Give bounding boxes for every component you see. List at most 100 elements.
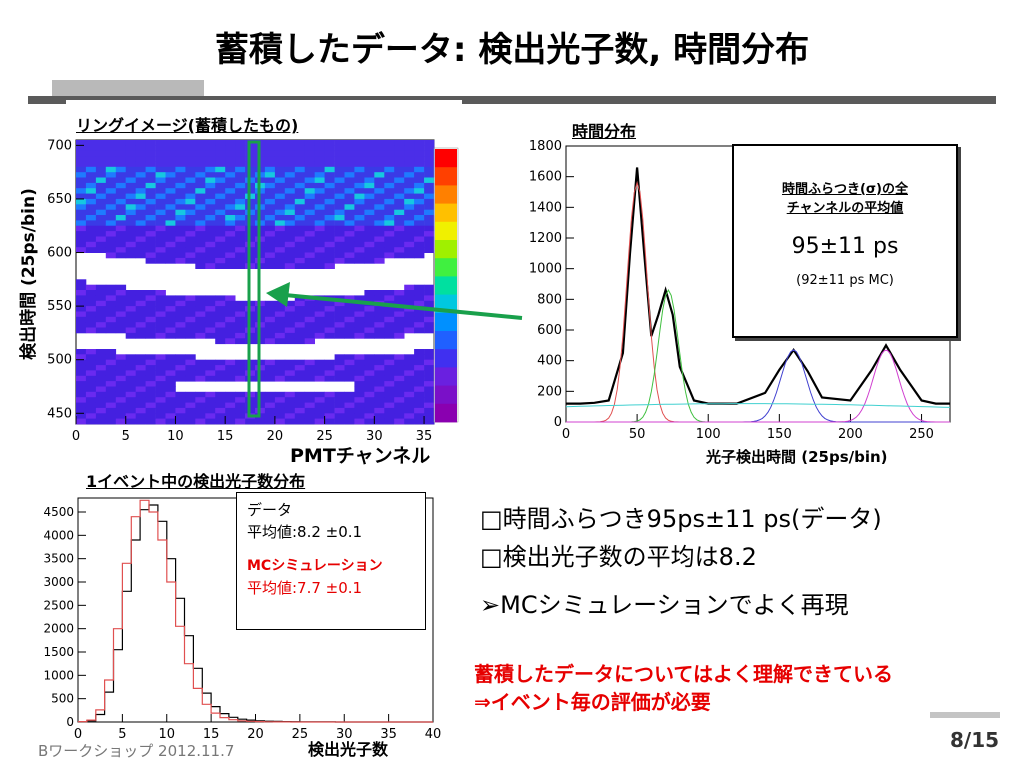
heatmap-cell bbox=[205, 300, 216, 307]
heatmap-cell bbox=[155, 166, 166, 173]
heatmap-cell bbox=[414, 311, 425, 318]
heatmap-cell bbox=[115, 209, 127, 216]
heatmap-cell bbox=[135, 177, 146, 184]
heatmap-cell bbox=[125, 375, 136, 382]
heatmap-cell bbox=[215, 209, 226, 216]
heatmap-cell bbox=[274, 225, 286, 232]
heatmap-cell bbox=[384, 198, 395, 205]
heatmap-cell bbox=[354, 386, 365, 393]
heatmap-cell bbox=[294, 418, 306, 425]
heatmap-cell bbox=[374, 182, 385, 189]
heatmap-cell bbox=[384, 311, 395, 318]
heatmap-cell bbox=[105, 365, 117, 371]
heatmap-cell bbox=[165, 172, 176, 178]
heatmap-cell bbox=[374, 215, 385, 221]
heatmap-cell bbox=[414, 156, 425, 162]
heatmap-cell bbox=[294, 407, 306, 414]
heatmap-cell bbox=[274, 359, 286, 366]
heatmap-cell bbox=[344, 145, 355, 152]
heatmap-cell bbox=[344, 327, 355, 334]
heatmap-cell bbox=[344, 225, 355, 232]
heatmap-cell bbox=[135, 252, 146, 259]
heatmap-cell bbox=[294, 241, 306, 248]
npe-mc-histogram bbox=[78, 499, 433, 723]
heatmap-cell bbox=[304, 182, 315, 189]
heatmap-cell bbox=[374, 140, 385, 146]
npe-ytick-label: 1000 bbox=[43, 668, 74, 682]
page-bar bbox=[930, 712, 1000, 718]
heatmap-cell bbox=[374, 150, 385, 157]
heatmap-cell bbox=[155, 225, 166, 232]
heatmap-cell bbox=[284, 209, 296, 216]
heatmap-cell bbox=[274, 236, 286, 243]
heatmap-cell bbox=[145, 397, 156, 403]
heatmap-cell bbox=[364, 375, 375, 382]
heatmap-cell bbox=[215, 375, 226, 382]
heatmap-cell bbox=[404, 225, 415, 232]
heatmap-cell bbox=[364, 204, 375, 211]
heatmap-cell bbox=[155, 300, 166, 307]
heatmap-cell bbox=[274, 204, 286, 211]
heatmap-cell bbox=[284, 193, 296, 200]
heatmap-cell bbox=[294, 397, 306, 403]
heatmap-cell bbox=[115, 316, 127, 323]
heatmap-cell bbox=[175, 391, 186, 398]
heatmap-cell bbox=[374, 365, 385, 371]
heatmap-cell bbox=[125, 391, 136, 398]
heatmap-cell bbox=[264, 332, 276, 339]
heatmap-cell bbox=[155, 150, 166, 157]
heatmap-cell bbox=[155, 198, 166, 205]
heatmap-cell bbox=[235, 231, 246, 237]
heatmap-cell bbox=[364, 407, 375, 414]
heatmap-cell bbox=[294, 359, 306, 366]
heatmap-cell bbox=[394, 150, 405, 157]
heatmap-cell bbox=[195, 209, 206, 216]
heatmap-cell bbox=[175, 247, 186, 253]
heatmap-cell bbox=[125, 188, 136, 194]
heatmap-cell bbox=[414, 349, 425, 355]
heatmap-cell bbox=[334, 327, 345, 334]
heatmap-cell bbox=[274, 418, 286, 425]
stat-box-value: 95±11 ps bbox=[791, 234, 899, 259]
heatmap-cell bbox=[354, 225, 365, 232]
heatmap-cell bbox=[414, 236, 425, 243]
heatmap-cell bbox=[95, 290, 107, 296]
time-ytick-label: 1200 bbox=[529, 231, 562, 246]
heatmap-cell bbox=[334, 188, 345, 194]
heatmap-cell bbox=[105, 231, 117, 237]
heatmap-cell bbox=[384, 295, 395, 302]
heatmap-cell bbox=[175, 295, 186, 302]
heatmap-cell bbox=[284, 327, 296, 334]
heatmap-cell bbox=[155, 161, 166, 168]
heatmap-cell bbox=[304, 220, 315, 227]
heatmap-cell bbox=[145, 381, 156, 387]
heatmap-cell bbox=[294, 182, 306, 189]
heatmap-cell bbox=[165, 204, 176, 211]
heatmap-cell bbox=[85, 359, 97, 366]
heatmap-cell bbox=[76, 413, 87, 420]
heatmap-cell bbox=[115, 188, 127, 194]
heatmap-cell bbox=[95, 225, 107, 232]
heatmap-cell bbox=[374, 145, 385, 152]
heatmap-cell bbox=[175, 150, 186, 157]
heatmap-cell bbox=[274, 397, 286, 403]
heatmap-cell bbox=[424, 359, 435, 366]
heatmap-cell bbox=[294, 311, 306, 318]
heatmap-cell bbox=[344, 252, 355, 259]
heatmap-cell bbox=[344, 332, 355, 339]
heatmap-cell bbox=[414, 177, 425, 184]
heatmap-cell bbox=[324, 172, 335, 178]
heatmap-cell bbox=[165, 209, 176, 216]
heatmap-cell bbox=[374, 391, 385, 398]
heatmap-cell bbox=[95, 182, 107, 189]
heatmap-cell bbox=[314, 231, 325, 237]
heatmap-cell bbox=[404, 284, 415, 291]
heatmap-cell bbox=[185, 209, 196, 216]
heatmap-cell bbox=[155, 295, 166, 302]
heatmap-cell bbox=[294, 370, 306, 377]
heatmap-cell bbox=[304, 407, 315, 414]
heatmap-cell bbox=[76, 182, 87, 189]
heatmap-cell bbox=[85, 381, 97, 387]
heatmap-cell bbox=[215, 145, 226, 152]
